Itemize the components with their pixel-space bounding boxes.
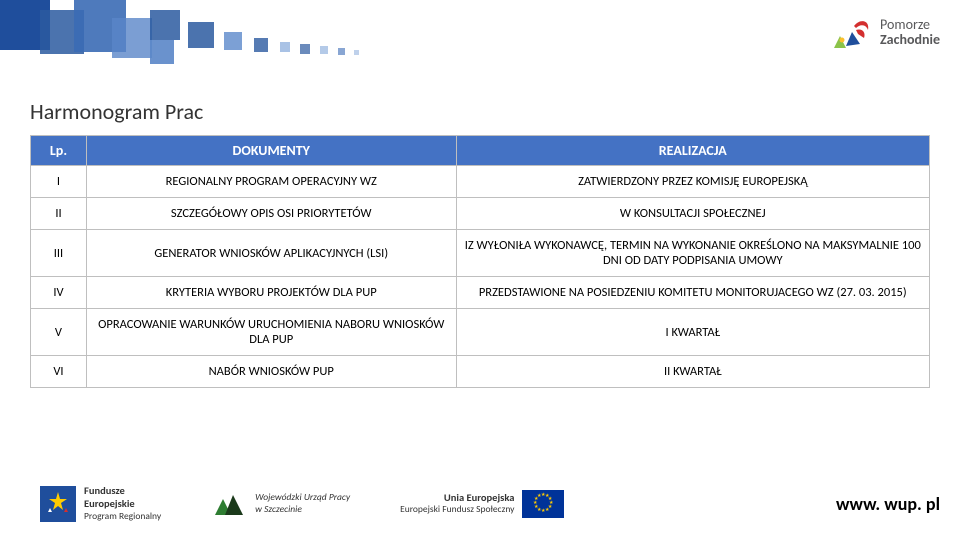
table-row: VINABÓR WNIOSKÓW PUPII KWARTAŁ [31,356,930,388]
cell-doc: REGIONALNY PROGRAM OPERACYJNY WZ [86,166,456,198]
cell-lp: I [31,166,87,198]
cell-real: W KONSULTACJI SPOŁECZNEJ [456,198,929,230]
cell-real: PRZEDSTAWIONE NA POSIEDZENIU KOMITETU MO… [456,277,929,309]
cell-doc: GENERATOR WNIOSKÓW APLIKACYJNYCH (LSI) [86,230,456,277]
cell-lp: IV [31,277,87,309]
wup-line1: Wojewódzki Urząd Pracy [255,492,350,503]
cell-lp: III [31,230,87,277]
fe-icon [40,486,76,522]
logo-line2: Zachodnie [880,32,940,47]
header-squares [0,0,400,70]
logo-unia-europejska: Unia Europejska Europejski Fundusz Społe… [400,490,564,518]
col-header-real: REALIZACJA [456,136,929,166]
cell-lp: II [31,198,87,230]
wup-icon [211,489,247,519]
table-row: IREGIONALNY PROGRAM OPERACYJNY WZZATWIER… [31,166,930,198]
table-row: IIIGENERATOR WNIOSKÓW APLIKACYJNYCH (LSI… [31,230,930,277]
table-row: IISZCZEGÓŁOWY OPIS OSI PRIORYTETÓWW KONS… [31,198,930,230]
fe-line2: Europejskie [84,498,161,511]
fe-line3: Program Regionalny [84,511,161,522]
cell-lp: VI [31,356,87,388]
cell-doc: KRYTERIA WYBORU PROJEKTÓW DLA PUP [86,277,456,309]
col-header-doc: DOKUMENTY [86,136,456,166]
table-row: IVKRYTERIA WYBORU PROJEKTÓW DLA PUPPRZED… [31,277,930,309]
cell-real: IZ WYŁONIŁA WYKONAWCĘ, TERMIN NA WYKONAN… [456,230,929,277]
cell-lp: V [31,309,87,356]
logo-line1: Pomorze [880,17,940,32]
logo-wup: Wojewódzki Urząd Pracy w Szczecinie [211,489,350,519]
table-header-row: Lp. DOKUMENTY REALIZACJA [31,136,930,166]
schedule-table: Lp. DOKUMENTY REALIZACJA IREGIONALNY PRO… [30,135,930,388]
footer: Fundusze Europejskie Program Regionalny … [40,485,940,522]
eu-flag-icon: ★★★★★★★★★★★★ [522,490,564,518]
logo-pomorze-zachodnie: Pomorze Zachodnie [826,8,940,56]
cell-real: II KWARTAŁ [456,356,929,388]
cell-doc: SZCZEGÓŁOWY OPIS OSI PRIORYTETÓW [86,198,456,230]
cell-doc: NABÓR WNIOSKÓW PUP [86,356,456,388]
page-title: Harmonogram Prac [30,98,203,125]
cell-doc: OPRACOWANIE WARUNKÓW URUCHOMIENIA NABORU… [86,309,456,356]
footer-logos: Fundusze Europejskie Program Regionalny … [40,485,564,522]
cell-real: I KWARTAŁ [456,309,929,356]
griffin-icon [826,8,874,56]
wup-line2: w Szczecinie [255,504,350,515]
table-row: VOPRACOWANIE WARUNKÓW URUCHOMIENIA NABOR… [31,309,930,356]
logo-fundusze-europejskie: Fundusze Europejskie Program Regionalny [40,485,161,522]
footer-url: www. wup. pl [836,493,940,515]
cell-real: ZATWIERDZONY PRZEZ KOMISJĘ EUROPEJSKĄ [456,166,929,198]
col-header-lp: Lp. [31,136,87,166]
ue-line2: Europejski Fundusz Społeczny [400,504,514,515]
